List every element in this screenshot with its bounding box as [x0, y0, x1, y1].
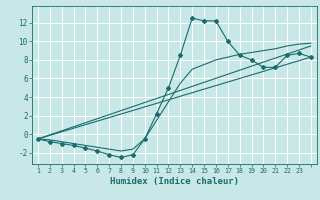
X-axis label: Humidex (Indice chaleur): Humidex (Indice chaleur)	[110, 177, 239, 186]
